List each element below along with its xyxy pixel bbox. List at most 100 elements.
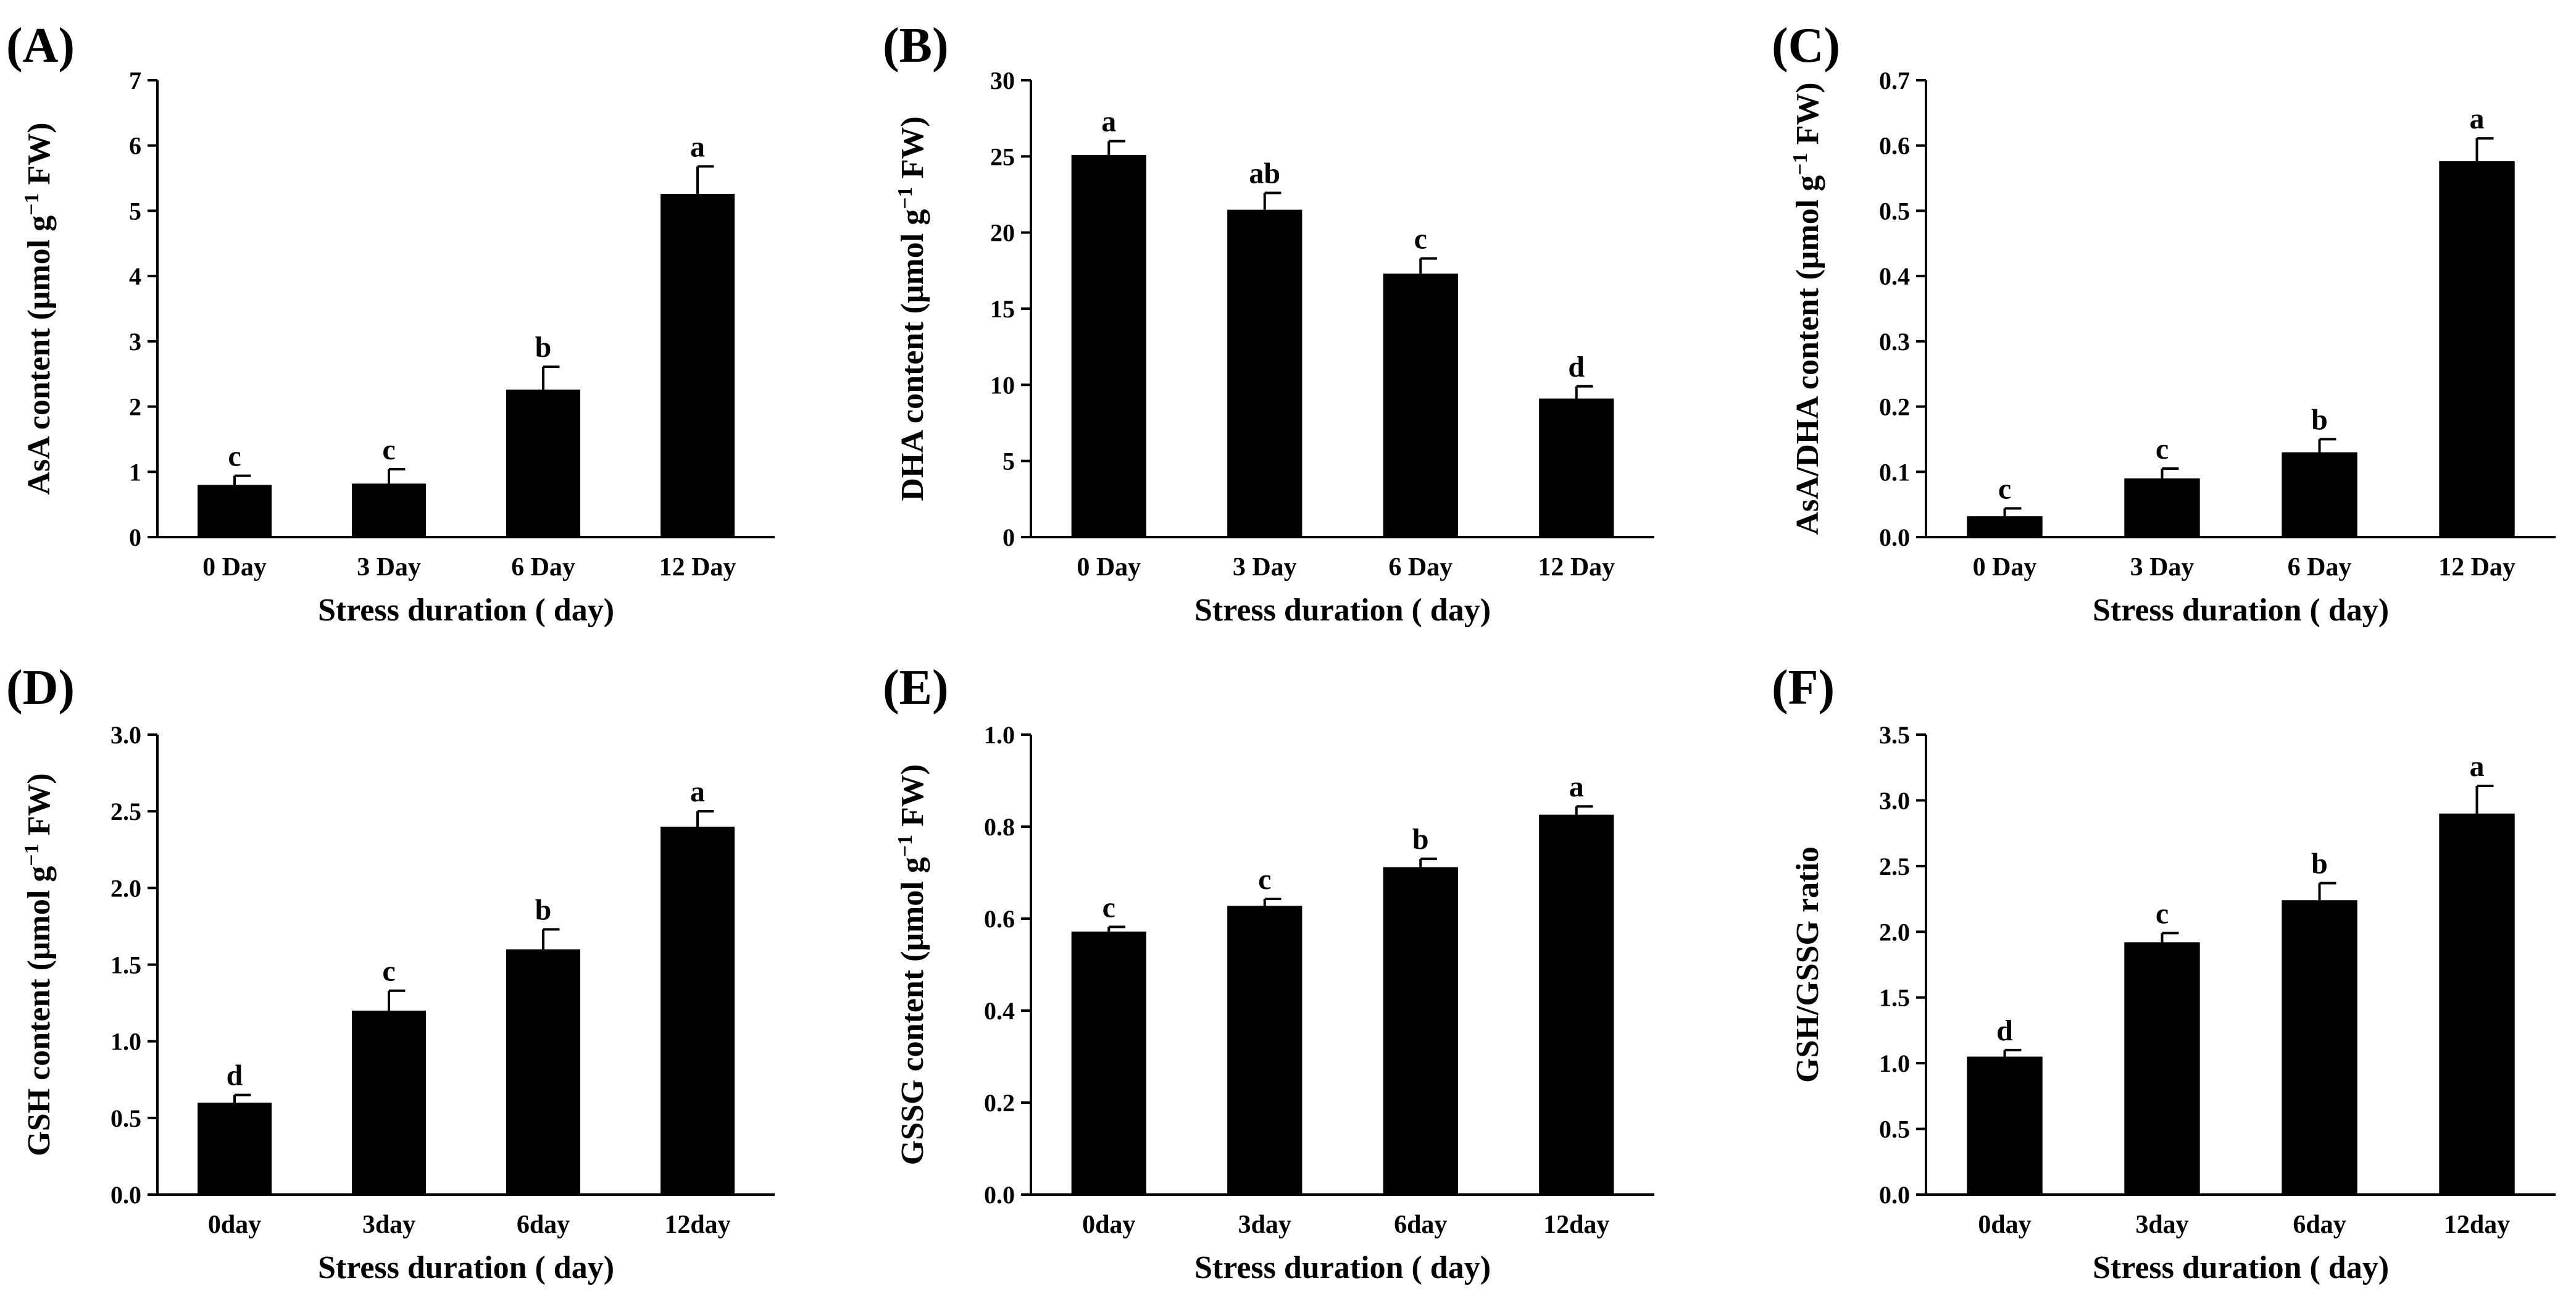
- x-tick-label: 6 Day: [1388, 553, 1453, 582]
- y-axis-label-main: AsA content (μmol g: [22, 215, 57, 495]
- significance-label: b: [2311, 848, 2328, 880]
- chart-panel-f: (F) 0.0 0.5 1.0 1.5 2.0 2.5 3.0 3.5 GSH/GSSG rati…: [1772, 661, 2556, 1285]
- y-tick-label: 0.0: [984, 1181, 1015, 1209]
- x-tick-label: 6day: [2293, 1211, 2346, 1239]
- x-tick-label: 12day: [664, 1211, 730, 1239]
- significance-label: c: [2156, 897, 2169, 930]
- bar: [506, 390, 580, 537]
- bar: [1539, 814, 1614, 1195]
- significance-label: c: [1414, 223, 1427, 256]
- y-tick-label: 5: [129, 197, 141, 225]
- y-tick-label: 2.0: [1879, 918, 1910, 946]
- x-axis-label: Stress duration ( day): [318, 593, 614, 628]
- x-tick-label: 12day: [1543, 1211, 1609, 1239]
- y-axis-label-tail: FW): [1790, 82, 1825, 152]
- panel-label: (B): [883, 19, 949, 73]
- x-axis-label: Stress duration ( day): [2093, 1250, 2389, 1285]
- y-axis-label-tail: FW): [22, 122, 57, 193]
- y-axis-label-sup: −1: [20, 843, 43, 866]
- y-axis-label: DHA content (μmol g−1 FW): [894, 116, 930, 501]
- significance-label: b: [535, 893, 552, 926]
- y-tick-label: 2.5: [1879, 853, 1910, 880]
- y-tick-label: 0.0: [1879, 524, 1910, 551]
- bar: [198, 1103, 272, 1195]
- x-tick-label: 3 Day: [357, 553, 421, 582]
- bar: [1967, 1056, 2043, 1195]
- significance-label: d: [227, 1059, 243, 1092]
- bar: [1071, 931, 1146, 1195]
- x-axis-label: Stress duration ( day): [318, 1250, 614, 1285]
- x-axis-label: Stress duration ( day): [1194, 1250, 1491, 1285]
- y-tick-label: 15: [990, 295, 1015, 323]
- x-tick-label: 12day: [2444, 1211, 2510, 1239]
- y-tick-label: 10: [990, 371, 1015, 399]
- y-tick-label: 3.5: [1879, 721, 1910, 749]
- x-tick-label: 3 Day: [2130, 553, 2195, 582]
- bar: [1383, 867, 1458, 1195]
- panel-label: (F): [1772, 661, 1835, 715]
- x-tick-label: 12 Day: [2438, 553, 2516, 582]
- y-tick-label: 1.0: [110, 1028, 141, 1056]
- panel-label: (D): [6, 661, 75, 715]
- significance-label: c: [2156, 433, 2169, 465]
- y-axis-label: GSH content (μmol g−1 FW): [20, 773, 57, 1156]
- bar: [1967, 516, 2043, 537]
- significance-label: b: [535, 331, 552, 364]
- x-axis-label: Stress duration ( day): [1194, 593, 1491, 628]
- y-axis-label-tail: FW): [895, 764, 930, 835]
- x-tick-label: 6day: [1394, 1211, 1447, 1239]
- y-axis-label-main: GSH/GSSG ratio: [1790, 846, 1825, 1083]
- panel-label: (A): [6, 19, 75, 73]
- x-tick-label: 6 Day: [2288, 553, 2352, 582]
- chart-panel-a: (A) 0 1 2 3 4 5 6 7 AsA content (μmol g−1 FW) c 0 D…: [6, 19, 775, 628]
- y-tick-label: 7: [129, 67, 141, 94]
- y-tick-label: 0.0: [1879, 1181, 1910, 1209]
- bar: [661, 193, 735, 537]
- y-tick-label: 0: [1002, 524, 1015, 551]
- y-axis-label-main: GSH content (μmol g: [22, 866, 57, 1156]
- bar: [2439, 161, 2515, 538]
- x-tick-label: 6 Day: [511, 553, 575, 582]
- y-tick-label: 6: [129, 132, 141, 160]
- significance-label: d: [1996, 1014, 2013, 1047]
- y-axis-label-sup: −1: [894, 835, 917, 857]
- x-tick-label: 3day: [2135, 1211, 2188, 1239]
- bar: [1227, 906, 1303, 1195]
- y-tick-label: 1.0: [1879, 1050, 1910, 1077]
- y-tick-label: 0.8: [984, 813, 1015, 841]
- significance-label: a: [1101, 106, 1116, 138]
- panel-label: (E): [883, 661, 949, 715]
- bar: [1227, 209, 1303, 538]
- x-tick-label: 0day: [1082, 1211, 1135, 1239]
- y-tick-label: 0.3: [1879, 328, 1910, 356]
- panel-label: (C): [1772, 19, 1840, 73]
- significance-label: a: [690, 775, 705, 808]
- y-tick-label: 0.6: [1879, 132, 1910, 160]
- y-tick-label: 1: [129, 458, 141, 486]
- y-axis-label-main: AsA/DHA content (μmol g: [1790, 175, 1825, 535]
- significance-label: a: [2470, 750, 2485, 783]
- x-tick-label: 12 Day: [659, 553, 736, 582]
- significance-label: ab: [1249, 157, 1280, 190]
- y-tick-label: 2.5: [110, 798, 141, 825]
- significance-label: c: [382, 955, 395, 988]
- bar: [2439, 813, 2515, 1195]
- y-tick-label: 20: [990, 219, 1015, 247]
- significance-label: c: [228, 440, 241, 473]
- y-tick-label: 0.5: [1879, 1116, 1910, 1143]
- y-tick-label: 0.5: [110, 1104, 141, 1132]
- y-tick-label: 2.0: [110, 874, 141, 902]
- y-axis-label-tail: FW): [895, 116, 930, 186]
- x-tick-label: 3 Day: [1233, 553, 1297, 582]
- y-tick-label: 0.0: [110, 1181, 141, 1209]
- y-tick-label: 0: [129, 524, 141, 551]
- bar: [352, 1011, 426, 1195]
- significance-label: c: [1103, 891, 1115, 924]
- chart-panel-c: (C) 0.0 0.1 0.2 0.3 0.4 0.5 0.6 0.7 AsA/DHA conte…: [1772, 19, 2556, 628]
- significance-label: c: [1258, 863, 1271, 896]
- x-tick-label: 0 Day: [202, 553, 267, 582]
- y-tick-label: 30: [990, 67, 1015, 94]
- x-tick-label: 12 Day: [1538, 553, 1615, 582]
- y-tick-label: 0.4: [1879, 262, 1910, 290]
- y-axis-label-tail: FW): [22, 773, 57, 843]
